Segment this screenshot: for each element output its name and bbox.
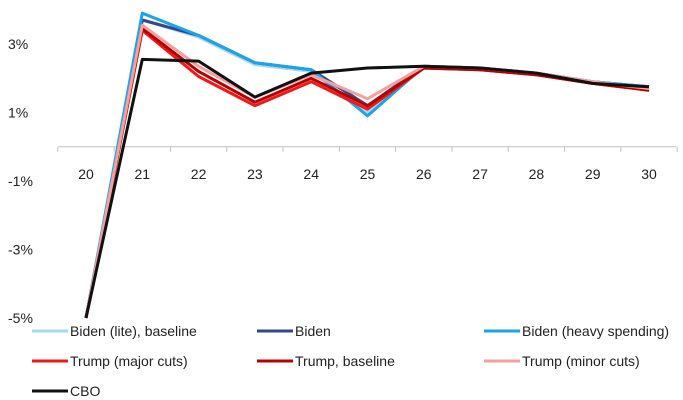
legend-label: Trump (major cuts) [70,353,188,369]
x-tick-label: 25 [360,166,376,182]
x-tick-label: 27 [472,166,488,182]
legend-label: Trump (minor cuts) [522,353,640,369]
y-tick-label: -1% [8,173,33,189]
x-tick-label: 21 [135,166,151,182]
axes: 20 21 22 23 24 25 26 27 28 29 30 3% 1% -1% -3% -5% [8,36,678,326]
y-tick-label: 1% [8,105,28,121]
x-tick-label: 20 [78,166,94,182]
legend-label: CBO [70,383,100,399]
y-tick-label: 3% [8,36,28,52]
x-tick-label: 23 [247,166,263,182]
legend-label: Biden (lite), baseline [70,323,197,339]
legend: Biden (lite), baseline Biden Biden (heavy … [32,323,669,399]
x-tick-label: 29 [585,166,601,182]
legend-label: Trump, baseline [295,353,395,369]
x-tick-label: 28 [529,166,545,182]
legend-label: Biden [295,323,331,339]
series-line [84,57,650,319]
y-tick-label: -3% [8,242,33,258]
y-tick-label: -5% [8,310,33,326]
series-lines [84,11,650,319]
x-tick-label: 24 [303,166,319,182]
x-tick-label: 22 [191,166,207,182]
legend-label: Biden (heavy spending) [522,323,669,339]
x-tick-label: 30 [641,166,657,182]
x-tick-label: 26 [416,166,432,182]
